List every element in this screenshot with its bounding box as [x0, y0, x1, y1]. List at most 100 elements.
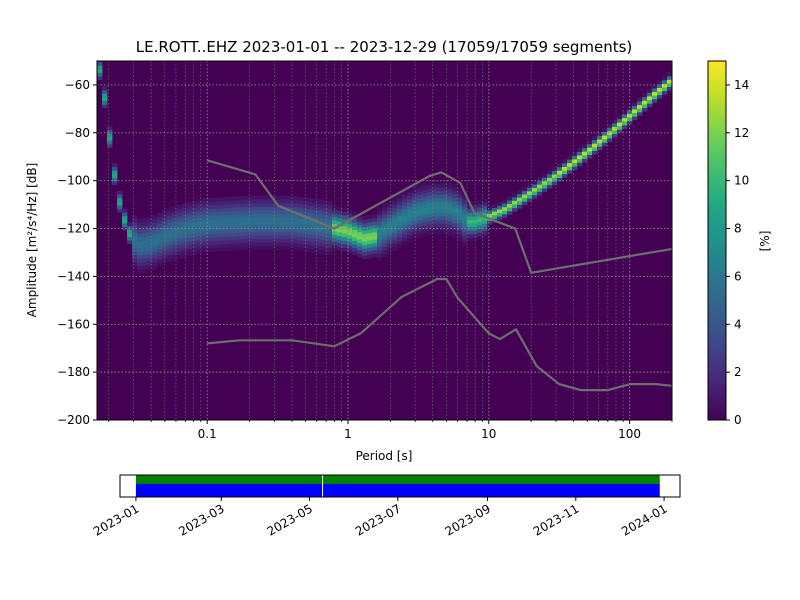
- psd-plot-area: 0.1 1 10 100 −60 −80 −100 −120 −140 −160 −180 −200: [57, 60, 673, 441]
- heat-cell: [392, 207, 398, 212]
- heat-cell: [412, 206, 418, 211]
- heat-cell: [207, 240, 213, 245]
- heat-cell: [267, 238, 273, 243]
- heat-cell: [277, 209, 283, 214]
- heat-cell: [182, 228, 188, 233]
- heat-cell: [652, 88, 658, 93]
- heat-cell: [177, 226, 183, 231]
- heat-cell: [407, 198, 413, 203]
- heat-cell: [347, 245, 353, 250]
- heat-cell: [357, 239, 363, 244]
- heat-cell: [142, 257, 148, 262]
- heat-cell: [217, 222, 223, 227]
- heat-cell: [142, 218, 148, 223]
- heat-cell: [162, 256, 168, 261]
- heat-cell: [377, 246, 383, 251]
- heat-cell: [202, 209, 208, 214]
- heat-cell: [352, 236, 358, 241]
- heat-cell: [217, 226, 223, 231]
- heat-cell: [192, 247, 198, 252]
- heat-cell: [662, 90, 668, 95]
- heat-cell: [187, 227, 193, 232]
- heat-cell: [347, 227, 353, 232]
- heat-cell: [507, 203, 513, 208]
- heat-cell: [177, 244, 183, 249]
- heat-cell: [617, 125, 623, 130]
- heat-cell: [657, 84, 663, 88]
- heat-cell: [242, 231, 248, 236]
- heat-cell: [182, 217, 188, 222]
- heat-cell: [177, 237, 183, 242]
- heat-cell: [282, 209, 288, 214]
- heat-cell: [347, 248, 353, 253]
- heat-cell: [357, 221, 363, 226]
- heat-cell: [377, 224, 383, 229]
- heat-cell: [132, 233, 138, 238]
- heat-cell: [437, 226, 443, 231]
- heat-cell: [177, 229, 183, 234]
- heat-cell: [262, 242, 268, 247]
- heat-cell: [452, 208, 458, 213]
- heat-cell: [312, 205, 318, 210]
- heat-cell: [337, 217, 343, 222]
- heat-cell: [557, 174, 563, 179]
- heat-cell: [227, 196, 233, 201]
- colorbar-tick-label: 12: [734, 126, 749, 140]
- heat-cell: [447, 184, 453, 189]
- heat-cell: [482, 234, 488, 239]
- heat-cell: [172, 253, 178, 258]
- heat-cell: [397, 197, 403, 202]
- heat-cell: [497, 216, 503, 221]
- heat-cell: [422, 211, 428, 216]
- heat-cell: [492, 211, 498, 216]
- heat-cell: [317, 246, 323, 251]
- heat-cell: [262, 235, 268, 240]
- heat-cell: [157, 263, 163, 268]
- heat-cell: [562, 166, 568, 171]
- y-axis-ticks: −60 −80 −100 −120 −140 −160 −180 −200: [57, 78, 97, 427]
- heat-cell: [442, 230, 448, 235]
- heat-cell: [212, 244, 218, 249]
- heat-cell: [227, 221, 233, 226]
- heat-cell: [437, 205, 443, 210]
- heat-cell: [297, 196, 303, 201]
- heat-cell: [452, 201, 458, 206]
- heat-cell: [222, 218, 228, 223]
- heat-cell: [582, 158, 588, 163]
- heat-cell: [132, 215, 138, 220]
- heat-cell: [232, 228, 238, 233]
- heat-cell: [397, 219, 403, 224]
- noise-model-lower: [207, 277, 672, 392]
- heat-cell: [227, 229, 233, 234]
- heat-cell: [487, 206, 493, 211]
- heat-cell: [197, 214, 203, 219]
- heat-cell: [412, 228, 418, 233]
- heat-cell: [137, 269, 143, 274]
- heat-cell: [457, 186, 463, 191]
- heat-cell: [152, 233, 158, 238]
- heat-cell: [387, 232, 393, 237]
- heat-cell: [447, 213, 453, 218]
- heat-cell: [667, 86, 672, 91]
- heat-cell: [242, 246, 248, 251]
- data-availability-timeline: 2023-01 2023-03 2023-05 2023-07 2023-09 2023-…: [91, 474, 681, 539]
- heat-cell: [342, 218, 348, 223]
- heat-cell: [132, 229, 138, 234]
- heat-cell: [142, 229, 148, 234]
- heat-cell: [177, 222, 183, 227]
- heat-cell: [107, 129, 113, 134]
- heat-cell: [382, 246, 388, 251]
- heat-cell: [537, 177, 543, 182]
- heat-cell: [227, 243, 233, 248]
- heat-cell: [307, 212, 313, 217]
- heat-cell: [147, 260, 153, 265]
- heat-cell: [662, 79, 668, 84]
- heat-cell: [242, 238, 248, 243]
- heat-cell: [322, 210, 328, 215]
- heat-cell: [667, 83, 672, 88]
- heat-cell: [147, 253, 153, 258]
- heat-cell: [417, 190, 423, 195]
- heat-cell: [382, 206, 388, 211]
- heat-cell: [277, 224, 283, 229]
- heat-cell: [132, 265, 138, 270]
